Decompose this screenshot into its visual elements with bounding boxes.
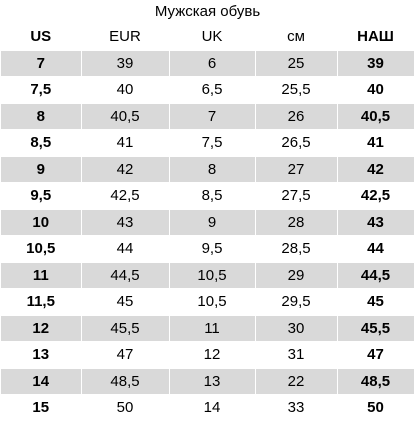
cell-uk: 12: [169, 341, 256, 369]
cell-eur: 40,5: [81, 103, 170, 130]
cell-us: 9,5: [1, 182, 82, 210]
cell-eur: 45,5: [81, 315, 170, 342]
cell-uk: 9,5: [169, 235, 256, 263]
cell-us: 7: [1, 50, 82, 77]
cell-us: 8,5: [1, 129, 82, 157]
cell-cm: 28,5: [255, 235, 338, 263]
cell-eur: 47: [81, 341, 170, 369]
header-cm: см: [255, 24, 338, 51]
cell-cm: 27: [255, 156, 338, 183]
header-uk: UK: [169, 24, 256, 51]
cell-eur: 44,5: [81, 262, 170, 289]
cell-our: 42: [337, 156, 415, 183]
cell-cm: 28: [255, 209, 338, 236]
cell-us: 12: [1, 315, 82, 342]
cell-eur: 39: [81, 50, 170, 77]
header-our: НАШ: [337, 24, 415, 51]
table-row: 9 42 8 27 42: [1, 156, 415, 183]
table-title: Мужская обувь: [154, 3, 261, 20]
cell-cm: 29: [255, 262, 338, 289]
cell-eur: 42: [81, 156, 170, 183]
cell-our: 41: [337, 129, 415, 157]
cell-cm: 31: [255, 341, 338, 369]
cell-uk: 13: [169, 368, 256, 395]
cell-eur: 43: [81, 209, 170, 236]
table-row: 11,5 45 10,5 29,5 45: [1, 288, 415, 316]
table-row: 7 39 6 25 39: [1, 50, 415, 77]
cell-eur: 48,5: [81, 368, 170, 395]
table-row: 15 50 14 33 50: [1, 394, 415, 422]
cell-our: 50: [337, 394, 415, 422]
cell-our: 45: [337, 288, 415, 316]
cell-us: 10,5: [1, 235, 82, 263]
cell-uk: 7,5: [169, 129, 256, 157]
table-row: 11 44,5 10,5 29 44,5: [1, 262, 415, 289]
cell-eur: 44: [81, 235, 170, 263]
cell-our: 45,5: [337, 315, 415, 342]
cell-eur: 50: [81, 394, 170, 422]
table-row: 9,5 42,5 8,5 27,5 42,5: [1, 182, 415, 210]
cell-our: 40: [337, 76, 415, 104]
cell-us: 15: [1, 394, 82, 422]
cell-our: 44,5: [337, 262, 415, 289]
cell-cm: 30: [255, 315, 338, 342]
table-row: 10,5 44 9,5 28,5 44: [1, 235, 415, 263]
cell-cm: 25,5: [255, 76, 338, 104]
cell-us: 8: [1, 103, 82, 130]
cell-our: 44: [337, 235, 415, 263]
cell-cm: 26: [255, 103, 338, 130]
table-row: 14 48,5 13 22 48,5: [1, 368, 415, 395]
cell-uk: 14: [169, 394, 256, 422]
cell-uk: 9: [169, 209, 256, 236]
cell-us: 14: [1, 368, 82, 395]
shoe-size-table: US EUR UK см НАШ 7 39 6 25 39 7,5 40 6,5 25,5 40 8…: [1, 24, 415, 422]
cell-uk: 6,5: [169, 76, 256, 104]
cell-uk: 6: [169, 50, 256, 77]
cell-uk: 8,5: [169, 182, 256, 210]
table-row: 7,5 40 6,5 25,5 40: [1, 76, 415, 104]
cell-cm: 29,5: [255, 288, 338, 316]
cell-cm: 22: [255, 368, 338, 395]
cell-our: 47: [337, 341, 415, 369]
cell-eur: 45: [81, 288, 170, 316]
cell-cm: 26,5: [255, 129, 338, 157]
table-row: 8 40,5 7 26 40,5: [1, 103, 415, 130]
header-us: US: [1, 24, 82, 51]
cell-cm: 27,5: [255, 182, 338, 210]
cell-us: 9: [1, 156, 82, 183]
cell-our: 40,5: [337, 103, 415, 130]
cell-our: 42,5: [337, 182, 415, 210]
table-row: 8,5 41 7,5 26,5 41: [1, 129, 415, 157]
cell-eur: 42,5: [81, 182, 170, 210]
table-row: 12 45,5 11 30 45,5: [1, 315, 415, 342]
cell-uk: 11: [169, 315, 256, 342]
cell-us: 10: [1, 209, 82, 236]
table-row: 13 47 12 31 47: [1, 341, 415, 369]
cell-eur: 41: [81, 129, 170, 157]
header-eur: EUR: [81, 24, 170, 51]
cell-uk: 10,5: [169, 288, 256, 316]
cell-eur: 40: [81, 76, 170, 104]
cell-us: 11: [1, 262, 82, 289]
cell-our: 48,5: [337, 368, 415, 395]
table-row: 10 43 9 28 43: [1, 209, 415, 236]
cell-us: 11,5: [1, 288, 82, 316]
header-row: US EUR UK см НАШ: [1, 24, 415, 51]
table-body: 7 39 6 25 39 7,5 40 6,5 25,5 40 8 40,5 7 26 40,5 8,5 41 7…: [1, 50, 415, 422]
cell-cm: 33: [255, 394, 338, 422]
cell-uk: 10,5: [169, 262, 256, 289]
cell-us: 7,5: [1, 76, 82, 104]
cell-us: 13: [1, 341, 82, 369]
cell-cm: 25: [255, 50, 338, 77]
cell-our: 43: [337, 209, 415, 236]
cell-our: 39: [337, 50, 415, 77]
cell-uk: 8: [169, 156, 256, 183]
cell-uk: 7: [169, 103, 256, 130]
